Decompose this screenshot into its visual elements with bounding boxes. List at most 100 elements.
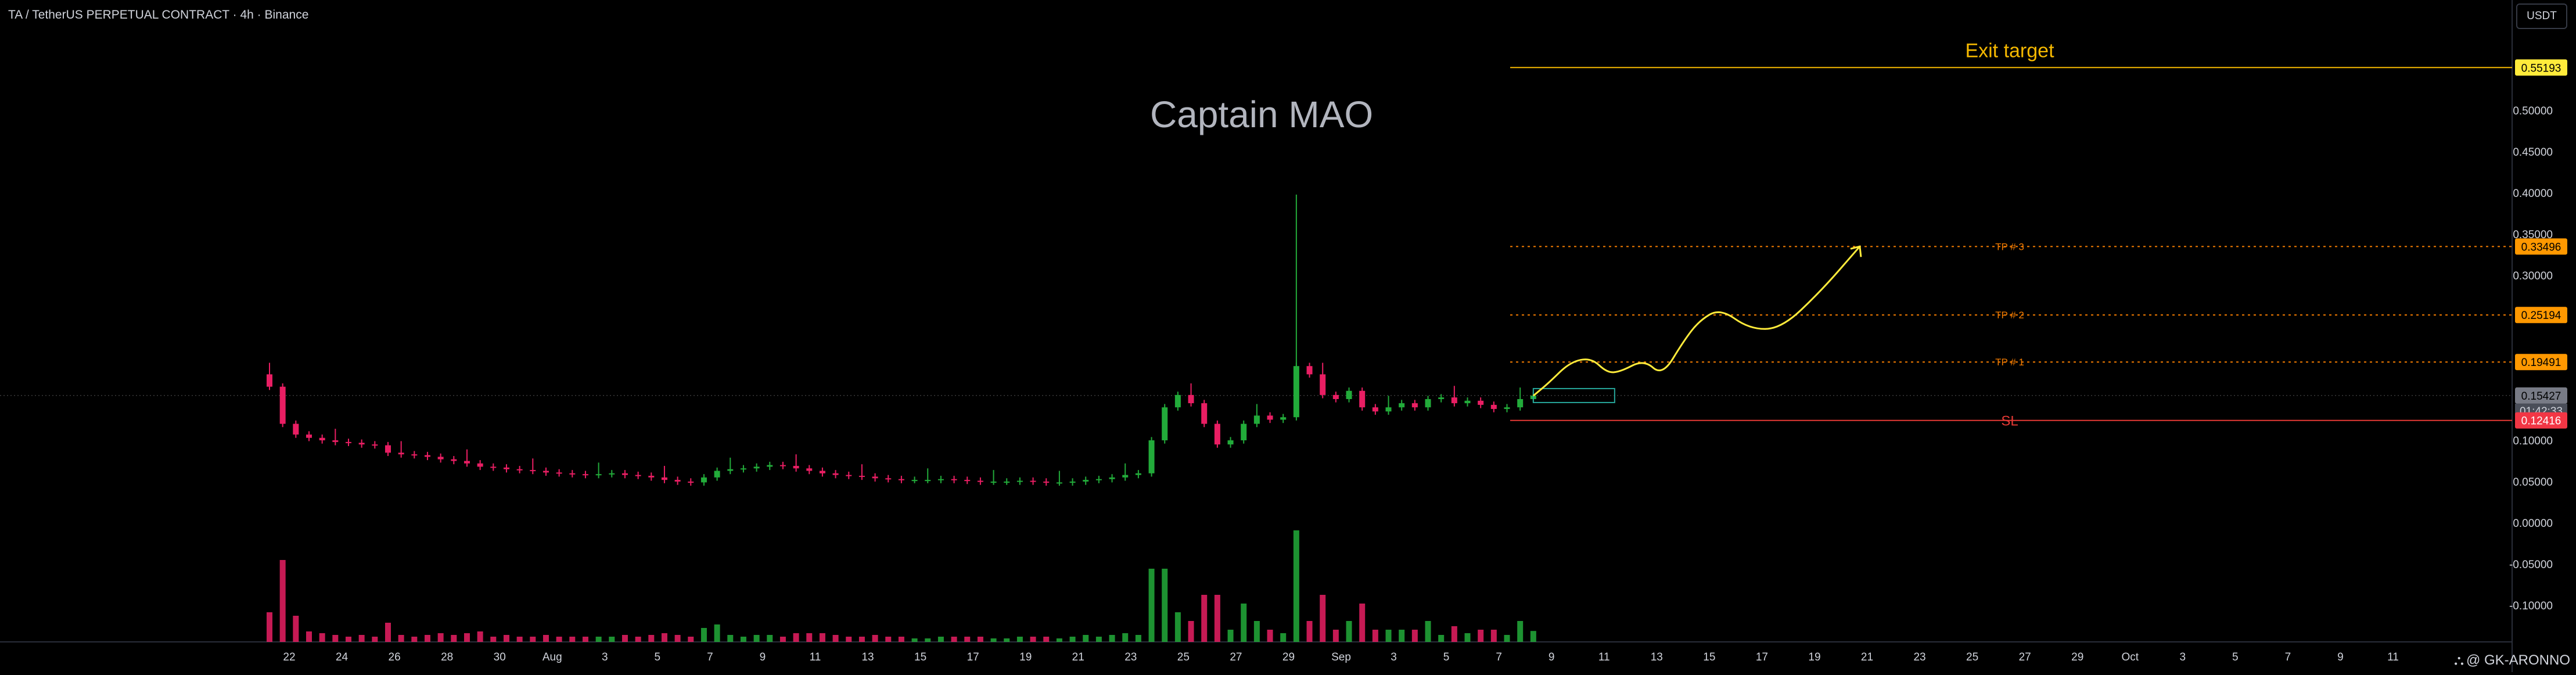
price-badge-tp xyxy=(2515,307,2567,324)
volume-bar xyxy=(977,637,983,642)
author-credit[interactable]: ⛬ @ GK-ARONNO xyxy=(2454,652,2570,669)
x-tick-label: 22 xyxy=(283,651,295,663)
volume-bar xyxy=(793,633,799,642)
candle-body xyxy=(832,473,839,475)
candle-body xyxy=(911,480,918,482)
y-tick-label: 0.05000 xyxy=(2513,476,2553,489)
volume-bar xyxy=(503,635,509,642)
volume-bar xyxy=(688,637,694,642)
projection-box[interactable] xyxy=(1532,387,1615,403)
candle-body xyxy=(451,459,457,461)
y-tick-label: -0.05000 xyxy=(2509,559,2553,571)
volume-bar xyxy=(1241,604,1247,642)
candle-body xyxy=(1293,366,1299,418)
volume-bar xyxy=(990,638,997,642)
candle-body xyxy=(1464,400,1471,404)
volume-bar xyxy=(1227,630,1234,642)
volume-bar xyxy=(1016,637,1023,642)
volume-bar xyxy=(806,633,813,642)
price-badge-text: 0.55193 xyxy=(2521,62,2561,74)
x-tick-label: 27 xyxy=(1230,651,1242,663)
volume-bar xyxy=(1504,635,1510,642)
candle-body xyxy=(858,476,865,477)
x-tick-label: Aug xyxy=(542,651,562,663)
price-badge-last xyxy=(2515,387,2567,404)
volume-bar xyxy=(1095,637,1102,642)
volume-bar xyxy=(898,637,904,642)
volume-bar xyxy=(767,635,773,642)
volume-bar xyxy=(1411,630,1418,642)
x-tick-label: 29 xyxy=(1282,651,1295,663)
candle-body xyxy=(1253,415,1260,424)
x-tick-label: 11 xyxy=(810,651,821,663)
volume-bar xyxy=(1346,621,1352,642)
level-label-tp: TP # 3 xyxy=(1995,241,2024,252)
candle-body xyxy=(411,454,418,456)
volume-bar xyxy=(1069,637,1076,642)
candle-body xyxy=(937,479,944,480)
volume-bar xyxy=(1162,569,1168,642)
y-tick-label: 0.40000 xyxy=(2513,188,2553,200)
volume-bar xyxy=(1030,637,1036,642)
volume-bar xyxy=(424,635,430,642)
candle-body xyxy=(872,476,878,479)
candle-body xyxy=(516,469,523,471)
volume-bar xyxy=(714,624,720,642)
candle-body xyxy=(1135,473,1141,475)
candle-body xyxy=(1504,407,1510,410)
volume-bar xyxy=(1464,633,1471,642)
candle-body xyxy=(490,466,497,468)
candle-body xyxy=(1320,374,1326,395)
currency-button[interactable]: USDT xyxy=(2516,3,2567,29)
projection-path[interactable] xyxy=(1532,246,1861,397)
volume-bar xyxy=(1478,630,1484,642)
x-tick-label: 11 xyxy=(2387,651,2399,663)
candle-body xyxy=(740,468,746,470)
candle-body xyxy=(1306,366,1313,375)
volume-bar xyxy=(411,637,418,642)
volume-bar xyxy=(1174,612,1181,642)
candle-body xyxy=(990,482,997,483)
volume-bar xyxy=(490,637,497,642)
candle-body xyxy=(674,480,681,482)
candle-body xyxy=(503,467,509,469)
candle-body xyxy=(1241,423,1247,440)
x-tick-label: 5 xyxy=(655,651,661,663)
x-tick-label: 3 xyxy=(2180,651,2186,663)
symbol-title[interactable]: TA / TetherUS PERPETUAL CONTRACT · 4h · … xyxy=(8,8,309,21)
candle-body xyxy=(846,475,852,476)
candle-body xyxy=(1411,403,1418,408)
candle-body xyxy=(1385,407,1392,412)
x-tick-label: 21 xyxy=(1861,651,1873,663)
candle-body xyxy=(385,445,391,453)
level-label-tp: TP # 1 xyxy=(1995,357,2024,368)
candle-body xyxy=(1056,482,1062,484)
volume-bar xyxy=(727,635,734,642)
volume-bar xyxy=(858,637,865,642)
volume-bar xyxy=(635,637,641,642)
volume-bar xyxy=(1372,630,1378,642)
x-tick-label: 5 xyxy=(2232,651,2239,663)
candle-body xyxy=(1438,397,1445,399)
volume-bar xyxy=(1306,621,1313,642)
y-tick-label: -0.10000 xyxy=(2509,600,2553,612)
volume-bar xyxy=(1320,595,1326,642)
volume-bar xyxy=(1004,638,1010,642)
candle-body xyxy=(609,473,615,475)
candle-body xyxy=(767,465,773,467)
x-tick-label: 19 xyxy=(1808,651,1820,663)
x-tick-label: 26 xyxy=(389,651,401,663)
x-tick-label: 11 xyxy=(1598,651,1610,663)
x-tick-label: Sep xyxy=(1331,651,1351,663)
candle-body xyxy=(1359,390,1366,408)
volume-bar xyxy=(1451,626,1457,642)
volume-bar xyxy=(1517,621,1524,642)
volume-bar xyxy=(1109,635,1115,642)
x-tick-label: 17 xyxy=(967,651,979,663)
candle-body xyxy=(1517,399,1524,408)
candle-body xyxy=(925,480,931,482)
volume-bar xyxy=(293,616,299,642)
candle-body xyxy=(1372,407,1378,412)
